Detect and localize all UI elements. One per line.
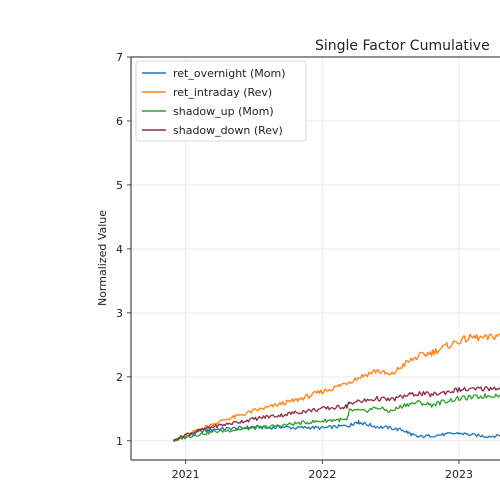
x-tick-label: 2022 <box>308 468 336 481</box>
series-line-shadow-up-mom <box>173 393 500 442</box>
axes-layer: 1 2 3 4 5 6 7 2021 2022 2023 <box>116 51 500 481</box>
y-tick-label: 5 <box>116 179 123 192</box>
legend-label: shadow_down (Rev) <box>173 124 283 137</box>
legend-box <box>135 60 307 142</box>
y-axis-title: Normalized Value <box>96 210 109 306</box>
legend-label: ret_intraday (Rev) <box>173 86 272 99</box>
series-line-shadow-down-rev <box>172 386 500 442</box>
y-tick-label: 4 <box>116 243 123 256</box>
legend: ret_overnight (Mom) ret_intraday (Rev) sha… <box>135 60 307 142</box>
y-tick-label: 3 <box>116 307 123 320</box>
x-tick-label: 2021 <box>172 468 200 481</box>
legend-label: shadow_up (Mom) <box>173 105 274 118</box>
y-tick-label: 1 <box>116 435 123 448</box>
y-tick-label: 2 <box>116 371 123 384</box>
legend-label: ret_overnight (Mom) <box>173 67 286 80</box>
x-tick-label: 2023 <box>445 468 473 481</box>
y-tick-label: 6 <box>116 115 123 128</box>
series-layer <box>172 333 500 443</box>
series-line-ret-intraday-rev <box>173 333 500 443</box>
series-line-ret-overnight-mom <box>172 419 500 442</box>
y-tick-label: 7 <box>116 51 123 64</box>
chart-title: Single Factor Cumulative <box>315 38 490 54</box>
